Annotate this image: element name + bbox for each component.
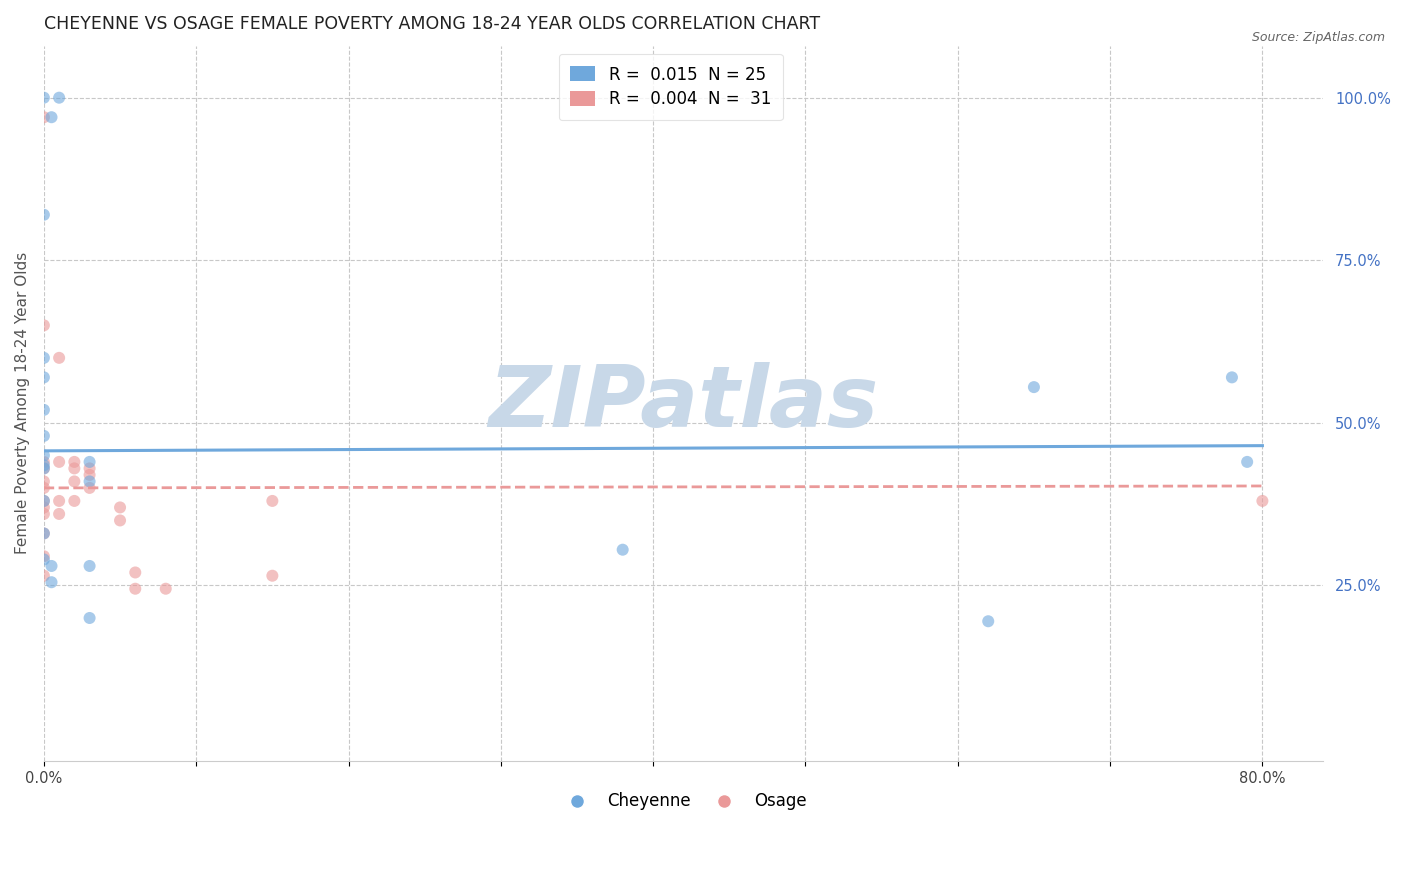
Point (48, 455, 70, 469)
Y-axis label: Female Poverty Among 18-24 Year Olds: Female Poverty Among 18-24 Year Olds (15, 252, 30, 555)
Point (79, 467, 101, 482)
Point (79, 611, 101, 625)
Point (32, 494, 55, 508)
Point (32, 481, 55, 495)
Legend: Cheyenne, Osage: Cheyenne, Osage (554, 786, 814, 817)
Point (124, 582, 146, 596)
Point (48, 351, 70, 365)
Text: ZIPatlas: ZIPatlas (488, 362, 879, 445)
Point (262, 494, 284, 508)
Point (41, 558, 63, 573)
Point (41, 110, 63, 124)
Point (32, 494, 55, 508)
Point (1220, 370, 1243, 384)
Point (155, 582, 177, 596)
Point (32, 475, 55, 489)
Point (108, 500, 131, 515)
Point (977, 614, 1000, 628)
Point (63, 461, 86, 475)
Point (32, 110, 55, 124)
Point (1022, 380, 1045, 394)
Point (32, 351, 55, 365)
Point (79, 558, 101, 573)
Point (32, 526, 55, 541)
Point (79, 455, 101, 469)
Point (1251, 494, 1274, 508)
Point (63, 455, 86, 469)
Point (108, 513, 131, 527)
Point (32, 461, 55, 475)
Text: CHEYENNE VS OSAGE FEMALE POVERTY AMONG 18-24 YEAR OLDS CORRELATION CHART: CHEYENNE VS OSAGE FEMALE POVERTY AMONG 1… (44, 15, 820, 33)
Point (1236, 455, 1258, 469)
Point (32, 449, 55, 463)
Point (32, 461, 55, 475)
Point (32, 91, 55, 105)
Point (48, 507, 70, 521)
Point (32, 568, 55, 582)
Point (79, 475, 101, 489)
Point (41, 575, 63, 590)
Point (32, 403, 55, 417)
Point (79, 461, 101, 475)
Point (32, 500, 55, 515)
Point (32, 370, 55, 384)
Point (48, 494, 70, 508)
Point (32, 549, 55, 564)
Point (48, 91, 70, 105)
Point (32, 429, 55, 443)
Point (32, 552, 55, 566)
Point (32, 458, 55, 472)
Point (32, 526, 55, 541)
Text: Source: ZipAtlas.com: Source: ZipAtlas.com (1251, 31, 1385, 45)
Point (262, 568, 284, 582)
Point (32, 507, 55, 521)
Point (124, 566, 146, 580)
Point (63, 494, 86, 508)
Point (79, 481, 101, 495)
Point (32, 208, 55, 222)
Point (32, 455, 55, 469)
Point (32, 318, 55, 333)
Point (612, 542, 634, 557)
Point (63, 475, 86, 489)
